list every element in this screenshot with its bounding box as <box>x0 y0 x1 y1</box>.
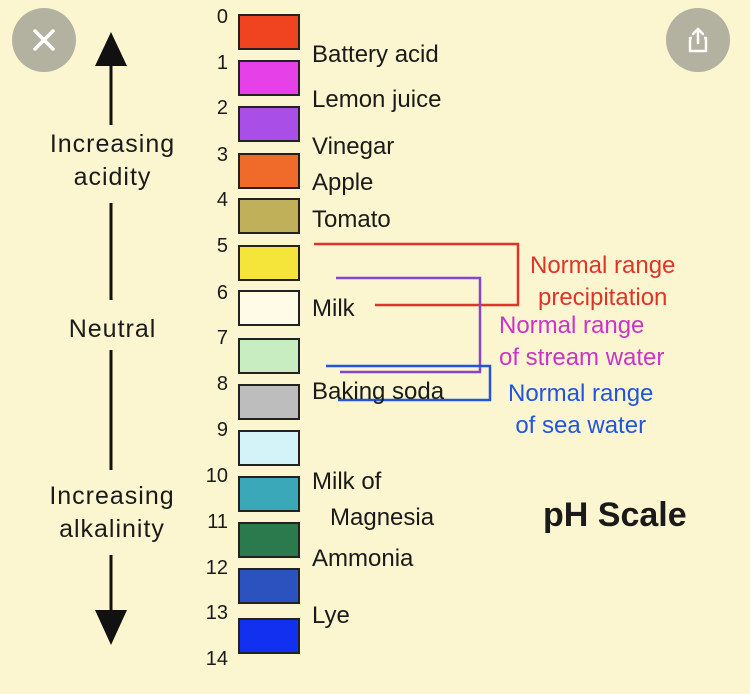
ph-number: 2 <box>216 97 228 119</box>
ph-swatch <box>238 568 300 604</box>
ph-number: 14 <box>205 648 228 670</box>
label-milk: Milk <box>312 295 355 322</box>
ph-number: 1 <box>216 52 228 74</box>
ph-swatch <box>238 522 300 558</box>
precipitation-range-label: Normal range precipitation <box>530 250 675 315</box>
label-ammonia: Ammonia <box>312 545 414 572</box>
ph-swatch <box>238 476 300 512</box>
ph-number: 10 <box>205 465 228 487</box>
ph-number: 8 <box>216 373 228 395</box>
precipitation-line-1: Normal range <box>530 252 676 279</box>
ph-swatch <box>238 290 300 326</box>
increasing-acidity-label: Increasing acidity <box>30 128 195 193</box>
ph-swatch <box>238 153 300 189</box>
acidity-line-1: Increasing <box>49 130 176 158</box>
ph-swatch <box>238 384 300 420</box>
ph-swatch <box>238 198 300 234</box>
label-vinegar: Vinegar <box>312 133 395 160</box>
ph-number: 5 <box>216 235 228 257</box>
label-apple: Apple <box>312 169 374 196</box>
ph-swatch <box>238 60 300 96</box>
sea-line-2: of sea water <box>515 412 647 440</box>
alkalinity-line-2: alkalinity <box>59 514 165 543</box>
share-button[interactable] <box>666 8 730 72</box>
ph-number: 0 <box>216 6 228 28</box>
ph-number: 3 <box>216 144 228 166</box>
ph-swatch <box>238 338 300 374</box>
ph-number: 9 <box>216 419 228 441</box>
ph-swatch <box>238 14 300 50</box>
precipitation-line-2: precipitation <box>537 284 668 312</box>
label-baking-soda: Baking soda <box>312 378 445 405</box>
stream-line-1: Normal range <box>499 312 645 339</box>
neutral-label: Neutral <box>68 315 157 343</box>
label-battery-acid: Battery acid <box>312 41 439 68</box>
label-lye: Lye <box>312 602 350 629</box>
acidity-line-2: acidity <box>73 162 152 191</box>
stream-line-2: of stream water <box>499 344 665 372</box>
close-button[interactable] <box>12 8 76 72</box>
stream-range-label: Normal range of stream water <box>499 310 664 375</box>
ph-number: 12 <box>205 557 228 579</box>
ph-number: 7 <box>216 327 228 349</box>
share-icon <box>688 27 708 53</box>
ph-swatch <box>238 618 300 654</box>
stream-bracket <box>336 276 482 374</box>
label-lemon-juice: Lemon juice <box>312 86 442 113</box>
chart-title: pH Scale <box>543 496 687 534</box>
ph-swatch <box>238 106 300 142</box>
ph-swatch <box>238 430 300 466</box>
alkalinity-line-1: Increasing <box>49 482 175 510</box>
ph-number: 6 <box>216 282 228 304</box>
label-milk-of: Milk of <box>312 468 382 495</box>
close-icon <box>33 29 55 51</box>
sea-range-label: Normal range of sea water <box>508 378 653 443</box>
label-magnesia: Magnesia <box>330 504 435 531</box>
ph-number: 4 <box>216 189 228 211</box>
alkalinity-arrow-head <box>95 610 127 645</box>
sea-line-1: Normal range <box>508 380 654 407</box>
increasing-alkalinity-label: Increasing alkalinity <box>22 480 202 545</box>
precipitation-bracket <box>314 242 520 307</box>
ph-swatch <box>238 245 300 281</box>
label-tomato: Tomato <box>312 206 391 233</box>
sea-bracket <box>326 364 492 402</box>
ph-number: 13 <box>205 602 228 624</box>
ph-number: 11 <box>207 511 228 533</box>
acidity-arrow-head <box>95 32 127 66</box>
